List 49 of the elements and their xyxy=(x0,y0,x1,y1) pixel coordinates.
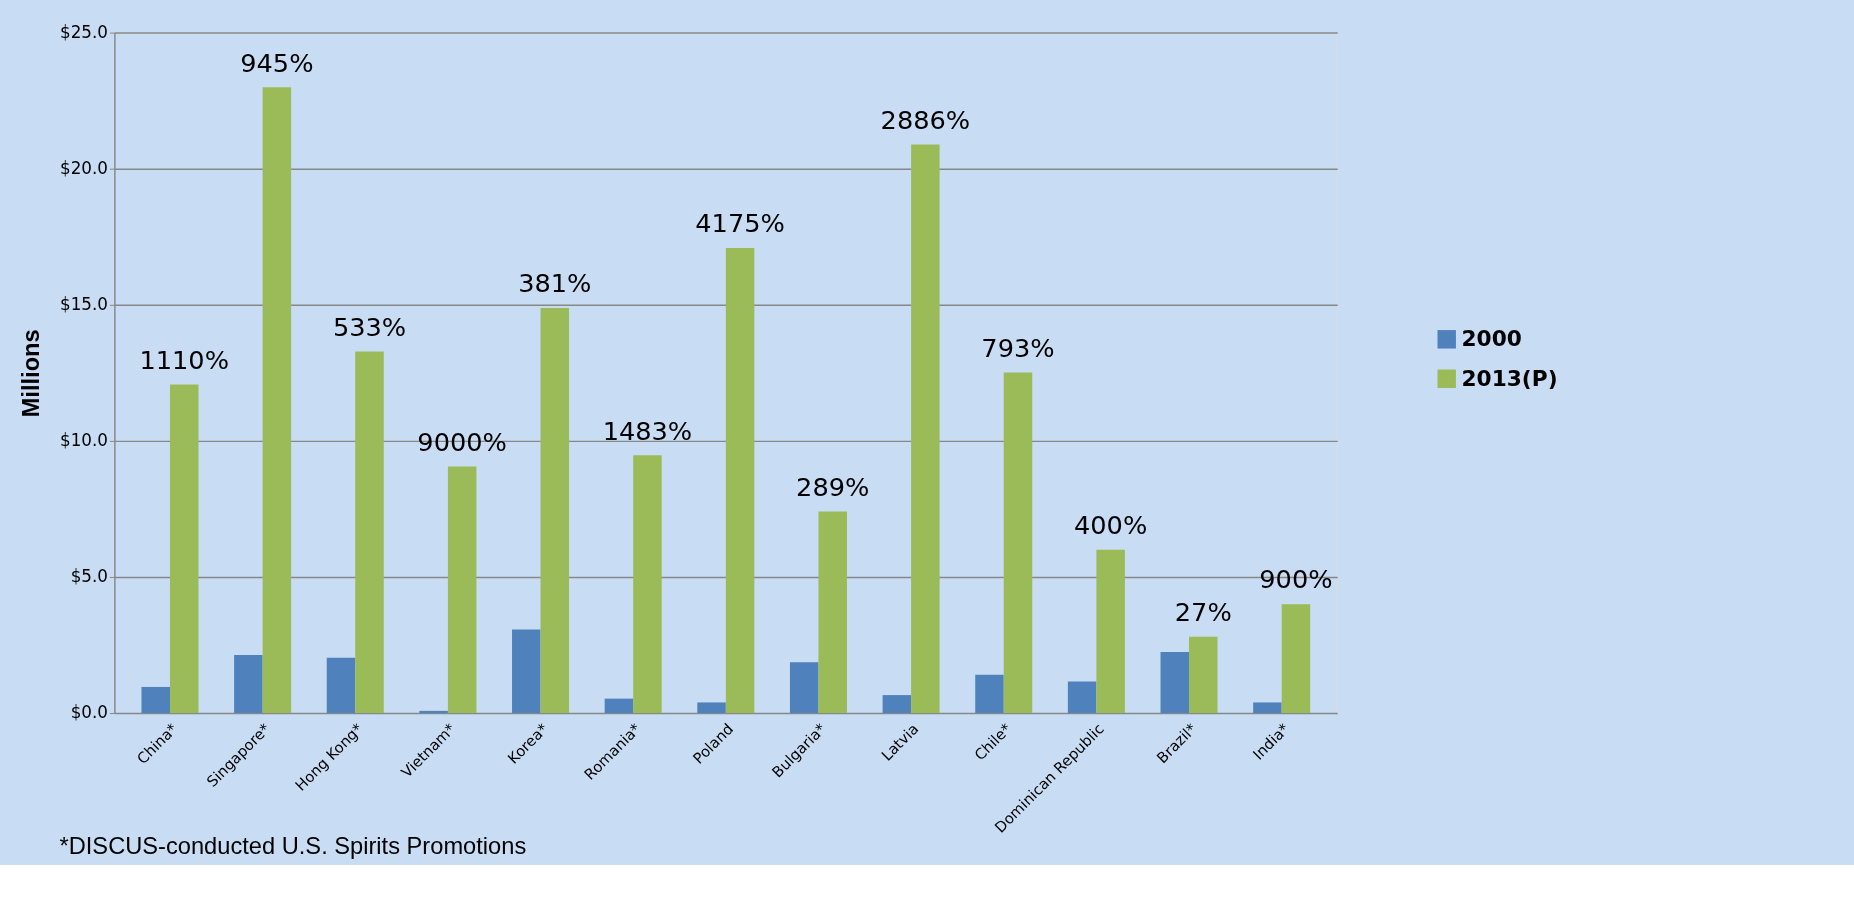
y-tick-label: $15.0 xyxy=(60,294,108,315)
bar xyxy=(975,674,1004,714)
bar xyxy=(911,144,940,714)
bar xyxy=(882,695,912,714)
annotation: 381% xyxy=(518,268,592,299)
bar xyxy=(1003,372,1033,714)
annotation: 400% xyxy=(1074,509,1148,540)
y-tick-label: $10.0 xyxy=(60,430,108,451)
bar xyxy=(447,466,477,714)
annotation: 793% xyxy=(981,332,1055,363)
annotation: 4175% xyxy=(695,208,785,239)
annotation: 9000% xyxy=(417,426,507,457)
bar xyxy=(1189,636,1218,714)
bar xyxy=(141,686,170,714)
text: *DISCUS-conducted U.S. Spirits Promotions xyxy=(59,833,527,860)
bar xyxy=(419,710,448,714)
bar xyxy=(1096,549,1125,714)
legend-label: 2013(P) xyxy=(1461,365,1558,391)
bar xyxy=(512,629,541,714)
y-tick-label: $20.0 xyxy=(60,158,108,179)
bar xyxy=(540,308,570,714)
bar xyxy=(1067,681,1097,714)
bar xyxy=(169,384,199,714)
y-tick-label: $0.0 xyxy=(70,702,108,723)
bar xyxy=(697,702,726,714)
bar xyxy=(789,662,819,714)
bar xyxy=(633,455,662,714)
legend-label: 2000 xyxy=(1461,326,1522,352)
bar xyxy=(604,698,634,714)
bar xyxy=(262,87,292,714)
annotation: 1110% xyxy=(139,344,230,375)
bar xyxy=(326,657,356,714)
y-axis-title: Millions xyxy=(18,329,45,418)
bar xyxy=(234,655,263,714)
bar xyxy=(355,351,384,714)
annotation: 945% xyxy=(240,47,314,78)
y-tick-label: $25.0 xyxy=(60,22,108,43)
annotation: 900% xyxy=(1259,564,1333,595)
bar xyxy=(818,511,847,714)
annotation: 533% xyxy=(332,311,407,342)
annotation: 27% xyxy=(1174,597,1232,628)
annotation: 1483% xyxy=(602,415,693,446)
bar xyxy=(1253,702,1282,714)
annotation: 2886% xyxy=(880,104,971,135)
bar xyxy=(725,247,755,714)
y-tick-label: $5.0 xyxy=(70,566,108,587)
bar xyxy=(1281,604,1311,714)
bar xyxy=(1160,652,1190,714)
annotation: 289% xyxy=(796,471,870,502)
